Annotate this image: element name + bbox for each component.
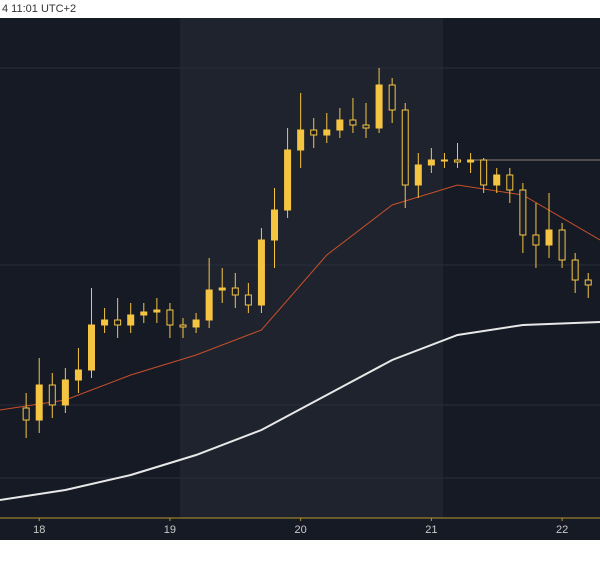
- candle-body: [532, 234, 540, 246]
- moving-average: [0, 321, 600, 501]
- candle-body: [244, 294, 252, 306]
- candle-body: [467, 159, 475, 163]
- x-tick-label: 22: [556, 524, 568, 536]
- candle-body: [74, 369, 82, 381]
- candle-body: [48, 384, 56, 406]
- grid: [0, 67, 600, 479]
- candle-body: [506, 174, 514, 191]
- candle-body: [388, 84, 396, 111]
- candle-body: [271, 209, 279, 241]
- candle-body: [140, 311, 148, 316]
- x-tick-label: 20: [295, 524, 307, 536]
- header-bar: [0, 0, 600, 18]
- candle-body: [257, 239, 265, 306]
- candle-body: [362, 124, 370, 129]
- candle-body: [454, 159, 462, 163]
- candle-body: [88, 324, 96, 371]
- header-text: 4 11:01 UTC+2: [2, 3, 76, 15]
- candle-body: [571, 259, 579, 281]
- x-tick-label: 21: [425, 524, 437, 536]
- candle-body: [153, 309, 161, 313]
- candle-body: [101, 319, 109, 326]
- x-tick-label: 18: [33, 524, 45, 536]
- candle-body: [114, 319, 122, 326]
- x-axis-strip: [0, 518, 600, 540]
- candle-body: [349, 119, 357, 126]
- candle-body: [336, 119, 344, 131]
- candle-body: [179, 324, 187, 328]
- candle-body: [218, 287, 226, 291]
- candle-body: [519, 189, 527, 236]
- moving-average: [0, 184, 600, 411]
- session-band: [180, 18, 443, 518]
- candle-body: [297, 129, 305, 151]
- candle-body: [61, 379, 69, 406]
- candle-body: [310, 129, 318, 136]
- candle-body: [22, 407, 30, 421]
- candle-body: [545, 229, 553, 246]
- candle-body: [375, 84, 383, 129]
- candle-body: [231, 287, 239, 296]
- candle-body: [493, 174, 501, 186]
- candle-body: [584, 279, 592, 286]
- candle-body: [192, 319, 200, 328]
- x-tick-label: 19: [164, 524, 176, 536]
- candle-body: [284, 149, 292, 211]
- candle-body: [440, 159, 448, 162]
- candle-body: [35, 384, 43, 421]
- candle-body: [558, 229, 566, 261]
- candle-body: [127, 314, 135, 326]
- candle-body: [166, 309, 174, 326]
- candle-body: [205, 289, 213, 321]
- candle-body: [427, 159, 435, 166]
- candle-body: [414, 164, 422, 186]
- candle-body: [480, 159, 488, 186]
- candle-body: [401, 109, 409, 186]
- candle-body: [323, 129, 331, 136]
